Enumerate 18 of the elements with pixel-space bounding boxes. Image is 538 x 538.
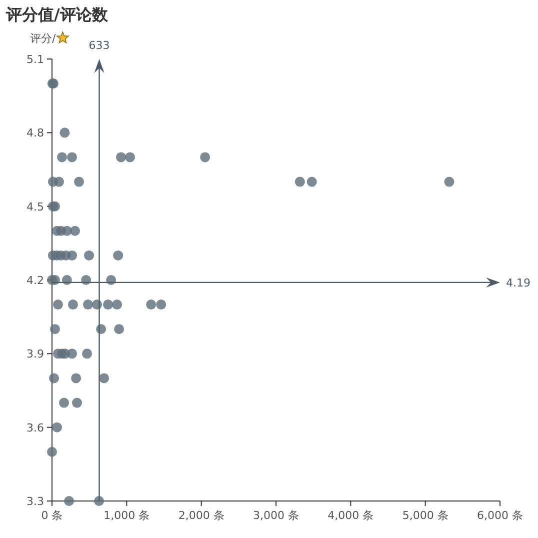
x-tick-label: 4,000 条 [328, 509, 374, 522]
y-tick-label: 3.3 [26, 495, 44, 508]
ref-line-label: 4.19 [506, 276, 530, 290]
ref-line-label: 633 [88, 39, 110, 52]
y-tick-label: 3.6 [26, 421, 44, 434]
y-axis-title: 评分/ [30, 32, 56, 45]
y-tick-label: 4.8 [26, 126, 44, 140]
x-tick-label: 6,000 条 [477, 509, 523, 522]
x-tick-label: 0 条 [41, 509, 63, 522]
y-tick-label: 3.9 [26, 348, 44, 361]
x-tick-label: 2,000 条 [178, 509, 224, 522]
x-tick-label: 5,000 条 [402, 509, 448, 522]
chart-title: 评分值/评论数 [5, 5, 109, 24]
x-tick-label: 3,000 条 [253, 509, 299, 522]
y-tick-label: 4.5 [26, 200, 44, 214]
y-tick-label: 4.2 [26, 274, 44, 287]
y-tick-label: 5.1 [26, 53, 44, 66]
x-tick-label: 1,000 条 [104, 509, 150, 522]
